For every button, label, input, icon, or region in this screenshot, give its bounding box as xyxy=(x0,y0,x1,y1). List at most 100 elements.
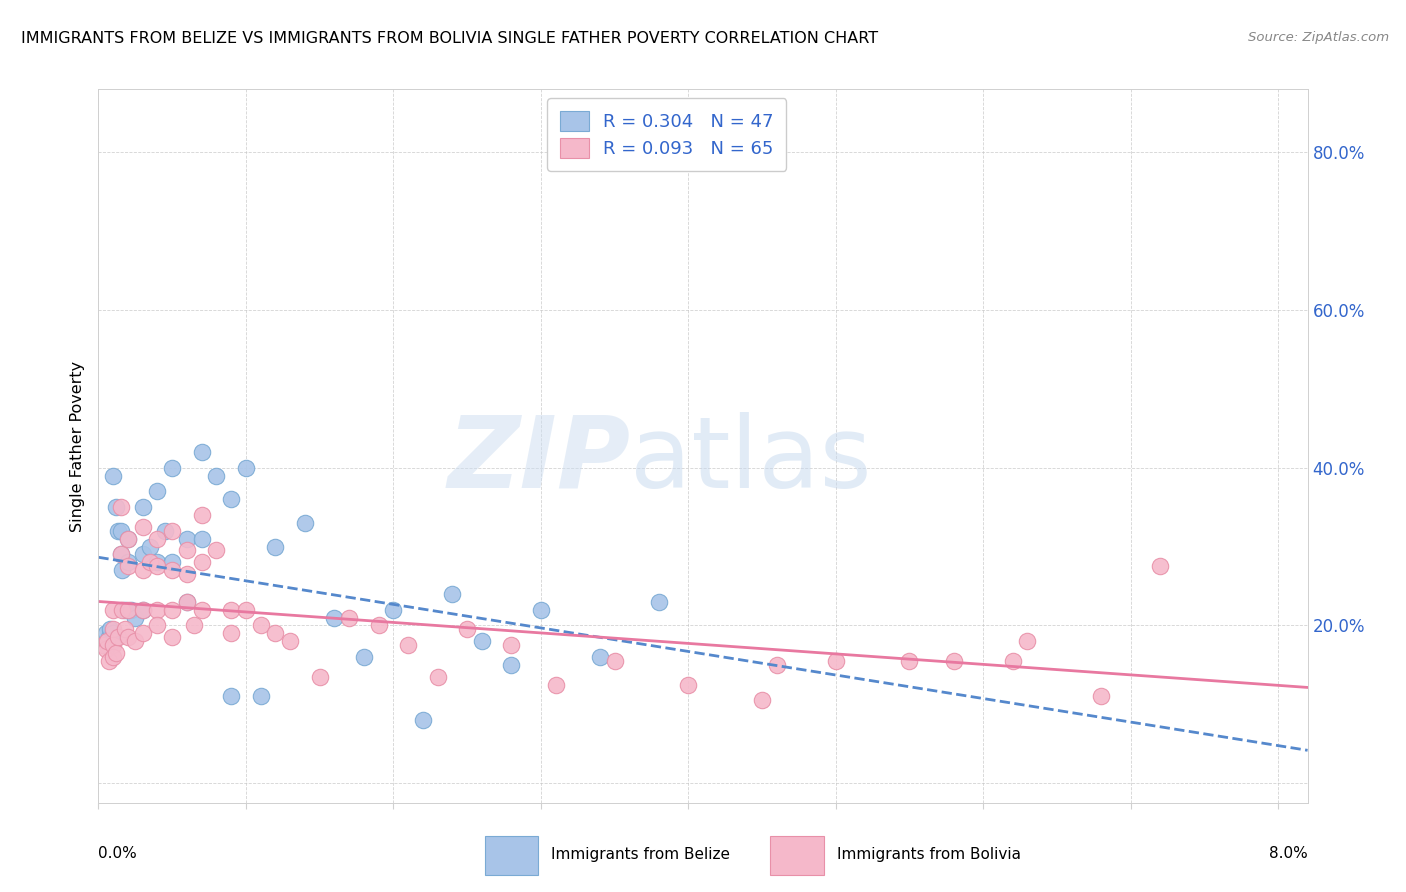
Point xyxy=(101,623,124,637)
Point xyxy=(97,654,120,668)
Point xyxy=(124,634,146,648)
Point xyxy=(1149,559,1171,574)
Point xyxy=(589,649,612,664)
Point xyxy=(91,638,114,652)
Point xyxy=(264,626,287,640)
Point xyxy=(678,677,700,691)
Point xyxy=(101,638,124,652)
Point xyxy=(1001,654,1024,668)
FancyBboxPatch shape xyxy=(770,836,824,875)
Point xyxy=(235,460,257,475)
Point xyxy=(160,563,183,577)
Text: Immigrants from Bolivia: Immigrants from Bolivia xyxy=(837,847,1021,862)
Point xyxy=(101,649,124,664)
Point xyxy=(501,638,523,652)
Point xyxy=(898,654,921,668)
Point xyxy=(160,460,183,475)
Point xyxy=(101,626,124,640)
Point xyxy=(131,602,153,616)
Point xyxy=(117,532,139,546)
Text: ZIP: ZIP xyxy=(447,412,630,508)
Y-axis label: Single Father Poverty: Single Father Poverty xyxy=(70,360,86,532)
Point xyxy=(294,516,316,530)
Point xyxy=(337,610,360,624)
Point xyxy=(101,468,124,483)
Point xyxy=(205,468,228,483)
Point xyxy=(396,638,419,652)
Point xyxy=(412,713,434,727)
Legend: R = 0.304   N = 47, R = 0.093   N = 65: R = 0.304 N = 47, R = 0.093 N = 65 xyxy=(547,98,786,170)
Point xyxy=(471,634,494,648)
Point xyxy=(1090,690,1112,704)
Point xyxy=(219,626,242,640)
Point xyxy=(824,654,846,668)
Point xyxy=(117,630,139,644)
Point xyxy=(382,602,405,616)
Point xyxy=(501,657,523,672)
Point xyxy=(146,555,169,569)
Point xyxy=(160,602,183,616)
Point xyxy=(117,559,139,574)
Point xyxy=(117,532,139,546)
Point xyxy=(190,602,212,616)
Point xyxy=(183,618,205,632)
Point xyxy=(111,602,134,616)
Point xyxy=(117,602,139,616)
Point xyxy=(160,555,183,569)
Point xyxy=(278,634,301,648)
Point xyxy=(94,642,117,657)
Point xyxy=(139,555,162,569)
Point xyxy=(105,500,128,515)
Point xyxy=(441,587,464,601)
Point xyxy=(249,618,271,632)
Point xyxy=(648,595,671,609)
Text: 8.0%: 8.0% xyxy=(1268,846,1308,861)
Point xyxy=(176,543,198,558)
Point xyxy=(456,623,478,637)
Point xyxy=(308,670,330,684)
Point xyxy=(323,610,346,624)
Point xyxy=(146,559,169,574)
Point xyxy=(176,595,198,609)
Point xyxy=(146,484,169,499)
Point xyxy=(603,654,626,668)
Point xyxy=(153,524,176,538)
Point xyxy=(751,693,773,707)
Point xyxy=(110,548,132,562)
Point xyxy=(205,543,228,558)
Point xyxy=(101,602,124,616)
Text: Source: ZipAtlas.com: Source: ZipAtlas.com xyxy=(1249,31,1389,45)
Point xyxy=(124,610,146,624)
Point xyxy=(530,602,553,616)
Point xyxy=(176,567,198,582)
Point xyxy=(97,630,120,644)
Point xyxy=(160,524,183,538)
Point xyxy=(114,623,136,637)
Point xyxy=(190,508,212,522)
Point xyxy=(146,618,169,632)
Point xyxy=(110,524,132,538)
Text: IMMIGRANTS FROM BELIZE VS IMMIGRANTS FROM BOLIVIA SINGLE FATHER POVERTY CORRELAT: IMMIGRANTS FROM BELIZE VS IMMIGRANTS FRO… xyxy=(21,31,879,46)
Point xyxy=(107,524,129,538)
Point xyxy=(176,595,198,609)
Point xyxy=(105,646,128,660)
Point xyxy=(426,670,449,684)
Point xyxy=(96,634,118,648)
Point xyxy=(107,630,129,644)
Point xyxy=(249,690,271,704)
Point xyxy=(131,602,153,616)
Point xyxy=(98,623,121,637)
Point xyxy=(131,563,153,577)
Point xyxy=(219,602,242,616)
Point xyxy=(120,602,142,616)
FancyBboxPatch shape xyxy=(485,836,538,875)
Point xyxy=(190,445,212,459)
Point xyxy=(219,690,242,704)
Point xyxy=(264,540,287,554)
Point xyxy=(176,532,198,546)
Point xyxy=(96,638,118,652)
Point xyxy=(942,654,965,668)
Point xyxy=(101,634,124,648)
Point xyxy=(131,626,153,640)
Point xyxy=(367,618,389,632)
